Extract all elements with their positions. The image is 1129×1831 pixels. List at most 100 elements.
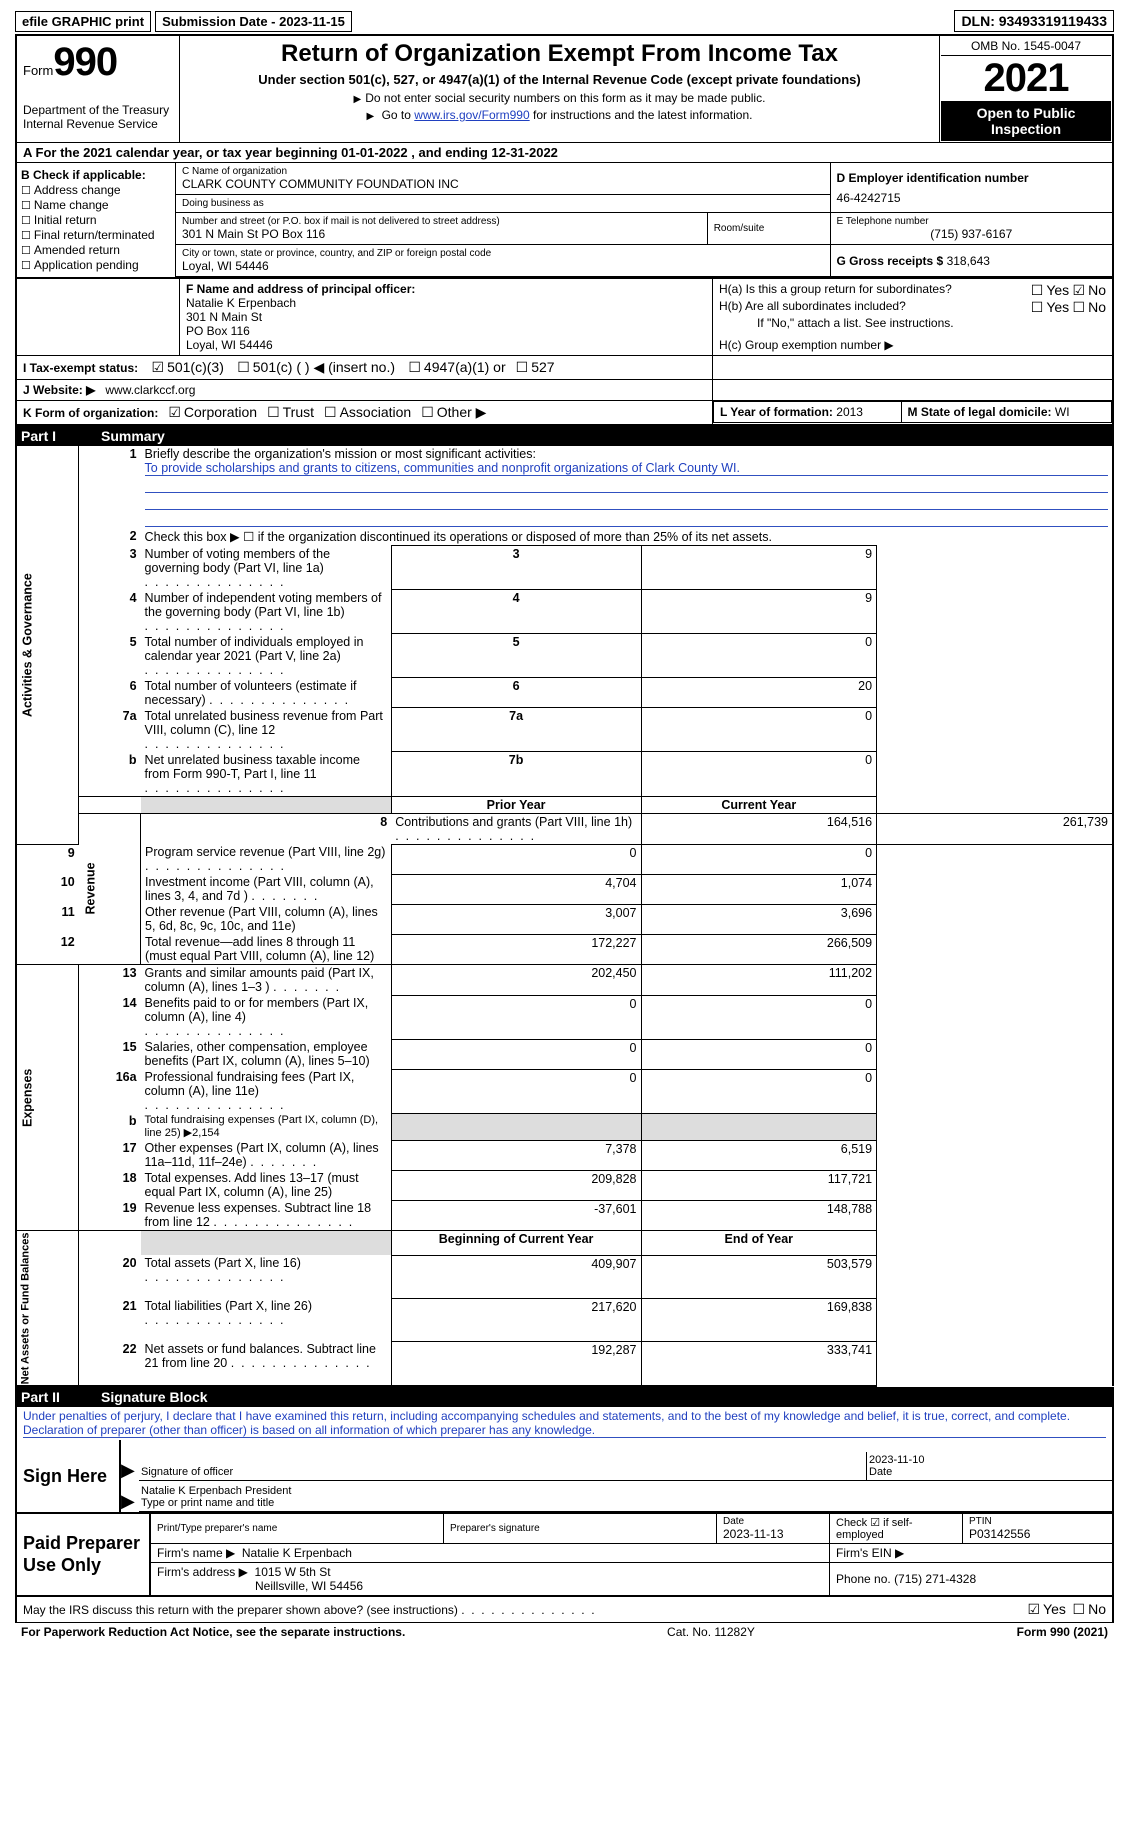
chk-527[interactable]: 527 — [516, 359, 555, 375]
firm-name: Natalie K Erpenbach — [242, 1546, 352, 1560]
g-gross-label: G Gross receipts $ — [837, 254, 944, 268]
header-right: OMB No. 1545-0047 2021 Open to Public In… — [940, 35, 1114, 143]
form-number: 990 — [53, 40, 117, 84]
e-phone-label: E Telephone number — [837, 216, 1106, 227]
line18-text: Total expenses. Add lines 13–17 (must eq… — [145, 1171, 359, 1199]
part2-header: Part II Signature Block — [15, 1387, 1114, 1407]
f-officer-label: F Name and address of principal officer: — [186, 282, 415, 296]
discuss-yes[interactable]: Yes — [1027, 1601, 1065, 1618]
chk-amended-return[interactable]: Amended return — [21, 243, 171, 257]
part1-num: Part I — [21, 428, 101, 444]
penalty-statement: Under penalties of perjury, I declare th… — [15, 1407, 1114, 1440]
part2-num: Part II — [21, 1389, 101, 1405]
line7a-text: Total unrelated business revenue from Pa… — [145, 709, 383, 751]
ptin-label: PTIN — [969, 1516, 1106, 1527]
chk-initial-return[interactable]: Initial return — [21, 213, 171, 227]
fhij-section: F Name and address of principal officer:… — [15, 278, 1114, 426]
line4-text: Number of independent voting members of … — [145, 591, 382, 633]
m-state-label: M State of legal domicile: — [908, 405, 1052, 419]
col-cd: C Name of organization CLARK COUNTY COMM… — [176, 163, 1114, 278]
chk-501c3[interactable]: 501(c)(3) — [152, 359, 224, 375]
line8-current: 261,739 — [877, 813, 1113, 844]
chk-other[interactable]: Other ▶ — [421, 404, 486, 420]
row-a-tax-year: A For the 2021 calendar year, or tax yea… — [15, 143, 1114, 163]
boy-header: Beginning of Current Year — [391, 1231, 641, 1255]
phone-value: (715) 937-6167 — [837, 227, 1106, 241]
street-value: 301 N Main St PO Box 116 — [182, 227, 325, 241]
header-sub2: Do not enter social security numbers on … — [188, 91, 931, 105]
line16a-text: Professional fundraising fees (Part IX, … — [145, 1070, 355, 1112]
line9-text: Program service revenue (Part VIII, line… — [145, 845, 385, 873]
submission-date: Submission Date - 2023-11-15 — [155, 11, 352, 32]
chk-4947[interactable]: 4947(a)(1) or — [408, 359, 505, 375]
line6-value: 20 — [641, 678, 877, 708]
chk-application-pending[interactable]: Application pending — [21, 258, 171, 272]
officer-signature-line[interactable]: Signature of officer — [139, 1446, 866, 1481]
h-c-label: H(c) Group exemption number ▶ — [719, 338, 894, 352]
line15-text: Salaries, other compensation, employee b… — [145, 1040, 370, 1068]
city-value: Loyal, WI 54446 — [182, 259, 269, 273]
chk-trust[interactable]: Trust — [267, 404, 314, 420]
form990-link[interactable]: www.irs.gov/Form990 — [414, 108, 529, 122]
chk-name-change[interactable]: Name change — [21, 198, 171, 212]
firm-addr: 1015 W 5th St — [255, 1565, 331, 1579]
line13-text: Grants and similar amounts paid (Part IX… — [145, 966, 374, 994]
ha-yes[interactable]: Yes — [1031, 282, 1069, 298]
dln: DLN: 93493319119433 — [954, 10, 1114, 32]
side-activities-governance: Activities & Governance — [21, 574, 35, 718]
discuss-no[interactable]: No — [1073, 1601, 1106, 1618]
col-b-header: B Check if applicable: — [21, 168, 146, 182]
name-arrow-icon: ▶ — [121, 1491, 139, 1512]
room-suite-label: Room/suite — [714, 223, 824, 234]
footer-left: For Paperwork Reduction Act Notice, see … — [21, 1625, 405, 1639]
line22-text: Net assets or fund balances. Subtract li… — [145, 1342, 376, 1370]
line12-text: Total revenue—add lines 8 through 11 (mu… — [145, 935, 374, 963]
ha-no[interactable]: No — [1073, 282, 1106, 298]
header-sub3: Go to www.irs.gov/Form990 for instructio… — [188, 108, 931, 122]
summary-table: Activities & Governance 1 Briefly descri… — [15, 446, 1114, 1387]
line7b-value: 0 — [641, 752, 877, 797]
form-word: Form — [23, 63, 53, 78]
header-center: Return of Organization Exempt From Incom… — [180, 35, 940, 143]
part1-header: Part I Summary — [15, 426, 1114, 446]
officer-name: Natalie K Erpenbach — [186, 296, 296, 310]
discuss-text: May the IRS discuss this return with the… — [23, 1603, 1027, 1617]
line14-text: Benefits paid to or for members (Part IX… — [145, 996, 369, 1038]
firm-name-label: Firm's name ▶ — [157, 1546, 235, 1560]
line17-text: Other expenses (Part IX, column (A), lin… — [145, 1141, 379, 1169]
prep-sig-label: Preparer's signature — [450, 1523, 710, 1534]
chk-address-change[interactable]: Address change — [21, 183, 171, 197]
signature-arrow-icon: ▶ — [121, 1460, 139, 1481]
efile-print: efile GRAPHIC print — [15, 11, 151, 32]
ptin-value: P03142556 — [969, 1527, 1030, 1541]
officer-pobox: PO Box 116 — [186, 324, 250, 338]
hb-no[interactable]: No — [1073, 299, 1106, 315]
prep-date-label: Date — [723, 1516, 823, 1527]
firm-phone: (715) 271-4328 — [894, 1572, 976, 1586]
line5-text: Total number of individuals employed in … — [145, 635, 364, 677]
chk-corporation[interactable]: Corporation — [168, 404, 257, 420]
officer-street: 301 N Main St — [186, 310, 262, 324]
k-form-org-label: K Form of organization: — [23, 406, 158, 420]
check-self-employed[interactable]: Check ☑ if self-employed — [836, 1517, 913, 1541]
bcd-section: B Check if applicable: Address change Na… — [15, 163, 1114, 278]
street-label: Number and street (or P.O. box if mail i… — [182, 216, 701, 227]
chk-association[interactable]: Association — [324, 404, 411, 420]
chk-501c[interactable]: 501(c) ( ) ◀ (insert no.) — [237, 359, 395, 375]
line7b-text: Net unrelated business taxable income fr… — [145, 753, 360, 795]
dept-treasury: Department of the Treasury — [23, 103, 173, 117]
line3-value: 9 — [641, 546, 877, 590]
hb-yes[interactable]: Yes — [1031, 299, 1069, 315]
dept-irs: Internal Revenue Service — [23, 117, 173, 131]
chk-final-return[interactable]: Final return/terminated — [21, 228, 171, 242]
line4-value: 9 — [641, 590, 877, 634]
state-domicile: WI — [1055, 405, 1070, 419]
omb-number: OMB No. 1545-0047 — [941, 37, 1111, 56]
dba-label: Doing business as — [182, 198, 824, 209]
c-name-label: C Name of organization — [182, 166, 824, 177]
footer-center: Cat. No. 11282Y — [667, 1625, 755, 1639]
line19-text: Revenue less expenses. Subtract line 18 … — [145, 1201, 372, 1229]
line20-text: Total assets (Part X, line 16) — [145, 1256, 301, 1284]
side-expenses: Expenses — [21, 1069, 35, 1127]
firm-addr-label: Firm's address ▶ — [157, 1565, 248, 1579]
